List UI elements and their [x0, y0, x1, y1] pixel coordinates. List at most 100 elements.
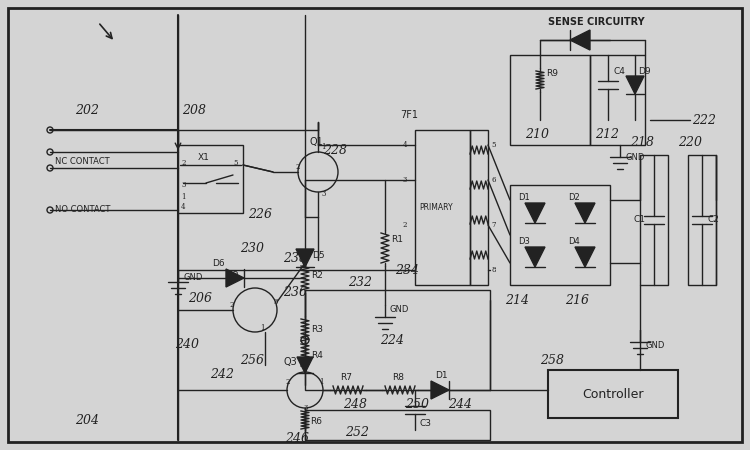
Text: 232: 232	[348, 275, 372, 288]
Text: NC CONTACT: NC CONTACT	[55, 158, 110, 166]
Polygon shape	[570, 30, 590, 50]
Text: 7F1: 7F1	[400, 110, 418, 120]
Text: 3: 3	[303, 404, 307, 412]
Polygon shape	[575, 203, 595, 223]
Text: 256: 256	[240, 354, 264, 366]
Text: 5: 5	[491, 141, 496, 149]
Text: 250: 250	[405, 397, 429, 410]
Text: GND: GND	[645, 341, 664, 350]
Polygon shape	[525, 247, 545, 267]
Text: 238: 238	[283, 252, 307, 265]
Bar	[415, 130, 470, 285]
Text: 202: 202	[75, 104, 99, 117]
Polygon shape	[226, 269, 244, 287]
Text: 8: 8	[491, 266, 496, 274]
Text: 3: 3	[273, 298, 278, 306]
Text: 1: 1	[181, 193, 185, 201]
Text: C3: C3	[420, 419, 432, 428]
Text: GND: GND	[390, 306, 410, 315]
Text: R8: R8	[392, 374, 404, 382]
Polygon shape	[297, 357, 313, 373]
Text: Q2: Q2	[225, 271, 238, 281]
Text: Q1: Q1	[310, 137, 324, 147]
Text: D5: D5	[312, 252, 325, 261]
Text: R7: R7	[340, 374, 352, 382]
Text: X1: X1	[198, 153, 210, 162]
Text: 5: 5	[233, 159, 238, 167]
Text: SENSE CIRCUITRY: SENSE CIRCUITRY	[548, 17, 644, 27]
Text: D4: D4	[568, 237, 580, 246]
Text: 236: 236	[283, 287, 307, 300]
Text: 216: 216	[565, 293, 589, 306]
Text: GND: GND	[625, 153, 644, 162]
Text: R3: R3	[311, 325, 323, 334]
Text: 244: 244	[448, 397, 472, 410]
Text: 228: 228	[323, 144, 347, 157]
Bar	[305, 410, 490, 440]
Text: C4: C4	[613, 67, 625, 76]
Text: 248: 248	[343, 397, 367, 410]
Text: 220: 220	[678, 136, 702, 149]
Text: D1: D1	[435, 372, 448, 381]
Text: 3: 3	[321, 190, 326, 198]
Text: 208: 208	[182, 104, 206, 117]
Text: 212: 212	[595, 129, 619, 141]
Text: 1: 1	[321, 143, 326, 151]
Polygon shape	[525, 203, 545, 223]
Text: D3: D3	[518, 237, 530, 246]
Bar	[590, 55, 645, 145]
Text: D2: D2	[568, 193, 580, 202]
Text: 1: 1	[260, 324, 265, 332]
Text: 2: 2	[181, 159, 185, 167]
Text: 222: 222	[692, 113, 716, 126]
Text: Controller: Controller	[582, 387, 644, 400]
Polygon shape	[626, 76, 644, 94]
Polygon shape	[575, 247, 595, 267]
Text: 204: 204	[75, 414, 99, 427]
Text: 226: 226	[248, 208, 272, 221]
Bar	[178, 145, 243, 213]
Text: D1: D1	[518, 193, 530, 202]
Text: 230: 230	[240, 242, 264, 255]
Text: D9: D9	[638, 67, 650, 76]
Text: R2: R2	[311, 271, 322, 280]
Text: 3: 3	[403, 176, 407, 184]
Text: Q3: Q3	[283, 357, 297, 367]
Polygon shape	[431, 381, 449, 399]
Bar	[548, 370, 678, 418]
Text: R1: R1	[391, 235, 403, 244]
Bar	[640, 155, 668, 285]
Text: 4: 4	[403, 141, 407, 149]
Text: GND: GND	[184, 274, 203, 283]
Bar	[510, 55, 590, 145]
Text: 2: 2	[229, 301, 233, 309]
Text: 2: 2	[296, 163, 301, 171]
Text: C1: C1	[634, 216, 646, 225]
Text: R9: R9	[546, 69, 558, 78]
Bar	[305, 290, 490, 390]
Text: 242: 242	[210, 369, 234, 382]
Bar	[510, 185, 610, 285]
Text: 2: 2	[285, 378, 290, 386]
Text: 218: 218	[630, 136, 654, 149]
Text: D6: D6	[212, 260, 225, 269]
Text: 214: 214	[505, 293, 529, 306]
Text: 224: 224	[380, 333, 404, 346]
Text: 3: 3	[181, 181, 185, 189]
Text: 246: 246	[285, 432, 309, 445]
Text: 210: 210	[525, 129, 549, 141]
Text: 258: 258	[540, 354, 564, 366]
Text: NO CONTACT: NO CONTACT	[55, 206, 110, 215]
Text: 1: 1	[319, 378, 323, 386]
Text: 6: 6	[491, 176, 496, 184]
Text: 206: 206	[188, 292, 212, 305]
Text: 7: 7	[491, 221, 496, 229]
Text: R4: R4	[311, 351, 322, 360]
Text: C2: C2	[707, 216, 718, 225]
Bar	[470, 130, 488, 285]
Text: 2: 2	[403, 221, 407, 229]
Text: PRIMARY: PRIMARY	[419, 203, 452, 212]
Text: 252: 252	[345, 426, 369, 438]
Text: 240: 240	[175, 338, 199, 351]
Polygon shape	[296, 249, 314, 267]
